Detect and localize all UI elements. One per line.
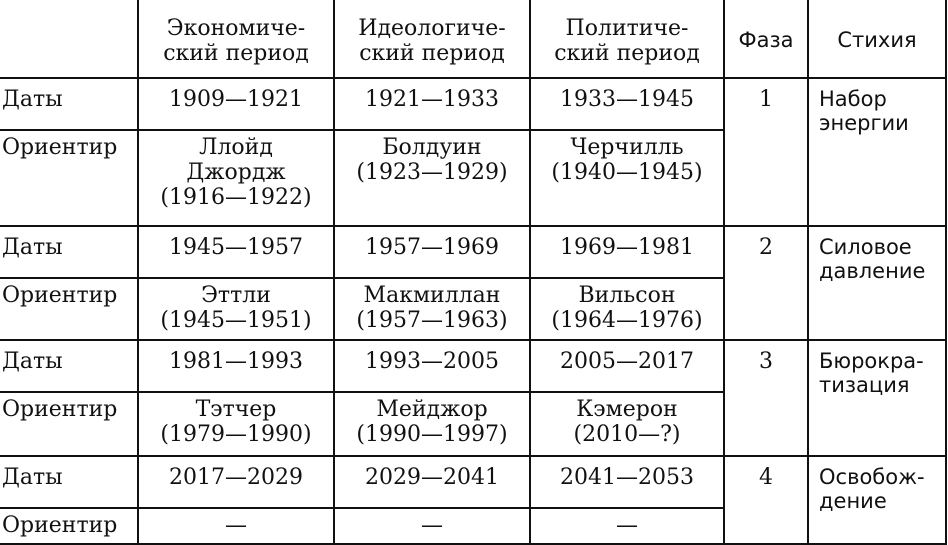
stage-line: Силовое <box>819 235 912 259</box>
landmark-cell: Кэмерон (2010—?) <box>529 391 725 457</box>
stage-line: Бюрокра- <box>819 349 924 373</box>
landmark-cell: Эттли (1945—1951) <box>137 277 335 341</box>
date-range-cell: 1993—2005 <box>333 339 531 393</box>
date-range-cell: 1981—1993 <box>137 339 335 393</box>
stage-line: тизация <box>819 373 910 397</box>
landmark-cell: Макмиллан (1957—1963) <box>333 277 531 341</box>
landmark-line: — <box>421 513 443 538</box>
landmark-row: Ориентир Эттли (1945—1951) Макмиллан (1957—1… <box>0 277 946 341</box>
landmark-cell: Ллойд Джордж (1916—1922) <box>137 129 335 227</box>
landmark-line: — <box>225 513 247 538</box>
landmark-cell: Черчилль (1940—1945) <box>529 129 725 227</box>
header-economic-line2: ский период <box>163 40 309 66</box>
stage-cell: Набор энергии <box>807 78 947 227</box>
landmark-line: Вильсон <box>578 283 676 308</box>
row-label-landmark: Ориентир <box>0 507 139 545</box>
landmark-line: — <box>616 513 638 538</box>
landmark-cell: Вильсон (1964—1976) <box>529 277 725 341</box>
date-range-cell: 1921—1933 <box>333 78 531 131</box>
header-ideological: Идеологиче- ский период <box>333 0 531 79</box>
date-range-cell: 2029—2041 <box>333 455 531 509</box>
row-label-dates: Даты <box>0 78 139 131</box>
row-label-landmark: Ориентир <box>0 391 139 457</box>
landmark-line: Ллойд <box>199 135 273 160</box>
landmark-line: Джордж <box>186 160 286 185</box>
landmark-line: Кэмерон <box>576 397 678 422</box>
phase-number: 4 <box>723 455 809 545</box>
landmark-line: Мейджор <box>376 397 488 422</box>
header-ideological-line2: ский период <box>359 40 505 66</box>
date-range-cell: 1945—1957 <box>137 225 335 279</box>
row-label-dates: Даты <box>0 339 139 393</box>
landmark-line: Болдуин <box>382 135 482 160</box>
date-range-cell: 1933—1945 <box>529 78 725 131</box>
landmark-line: (1945—1951) <box>160 308 312 333</box>
stage-cell: Бюрокра-тизация <box>807 339 947 457</box>
stage-line: Набор <box>819 87 887 111</box>
landmark-line: (1923—1929) <box>356 160 508 185</box>
header-economic-line1: Экономиче- <box>166 15 306 41</box>
landmark-line: (1990—1997) <box>356 422 508 447</box>
row-label-dates: Даты <box>0 225 139 279</box>
landmark-line: (1979—1990) <box>160 422 312 447</box>
row-label-dates: Даты <box>0 455 139 509</box>
landmark-cell: — <box>137 507 335 545</box>
stage-cell: Силовое давление <box>807 225 947 341</box>
stage-cell: Освобож-дение <box>807 455 947 545</box>
landmark-line: (1964—1976) <box>551 308 703 333</box>
landmark-cell: — <box>333 507 531 545</box>
landmark-cell: — <box>529 507 725 545</box>
corner-cell <box>0 0 139 79</box>
landmark-line: (1940—1945) <box>551 160 703 185</box>
landmark-cell: Мейджор (1990—1997) <box>333 391 531 457</box>
phase-number: 2 <box>723 225 809 341</box>
landmark-row: Ориентир Ллойд Джордж (1916—1922) Болдуин (19… <box>0 129 946 227</box>
stage-line: энергии <box>819 111 909 135</box>
header-political-line2: ский период <box>554 40 700 66</box>
header-ideological-line1: Идеологиче- <box>358 15 506 41</box>
landmark-line: (2010—?) <box>573 422 681 447</box>
phase-number: 1 <box>723 78 809 227</box>
header-political-line1: Политиче- <box>565 15 689 41</box>
stage-line: Освобож- <box>819 465 925 489</box>
dates-row: Даты 2017—2029 2029—2041 2041—2053 4 Освобож-… <box>0 455 947 545</box>
landmark-line: (1916—1922) <box>160 185 312 210</box>
date-range-cell: 1909—1921 <box>137 78 335 131</box>
header-economic: Экономиче- ский период <box>137 0 335 79</box>
stage-line: дение <box>819 489 887 513</box>
header-political: Политиче- ский период <box>529 0 725 79</box>
date-range-cell: 2005—2017 <box>529 339 725 393</box>
row-label-landmark: Ориентир <box>0 277 139 341</box>
landmark-line: Черчилль <box>570 135 684 160</box>
header-stage: Стихия <box>807 0 947 79</box>
dates-row: Даты 1981—1993 1993—2005 2005—2017 3 Бюрокра-… <box>0 339 947 457</box>
landmark-cell: Болдуин (1923—1929) <box>333 129 531 227</box>
date-range-cell: 2017—2029 <box>137 455 335 509</box>
landmark-line: (1957—1963) <box>356 308 508 333</box>
date-range-cell: 1969—1981 <box>529 225 725 279</box>
landmark-line: Макмиллан <box>363 283 501 308</box>
date-range-cell: 1957—1969 <box>333 225 531 279</box>
date-range-cell: 2041—2053 <box>529 455 725 509</box>
landmark-cell: Тэтчер (1979—1990) <box>137 391 335 457</box>
stage-line: давление <box>819 259 926 283</box>
dates-row: Даты 1945—1957 1957—1969 1969—1981 2 Силовое д… <box>0 225 947 341</box>
header-phase: Фаза <box>723 0 809 79</box>
phase-number: 3 <box>723 339 809 457</box>
landmark-line: Эттли <box>201 283 271 308</box>
header-row: Экономиче- ский период Идеологиче- ский … <box>0 0 947 79</box>
dates-row: Даты 1909—1921 1921—1933 1933—1945 1 Набор эне… <box>0 78 947 227</box>
landmark-line: Тэтчер <box>195 397 277 422</box>
landmark-row: Ориентир Тэтчер (1979—1990) Мейджор (1990—19… <box>0 391 946 457</box>
row-label-landmark: Ориентир <box>0 129 139 227</box>
